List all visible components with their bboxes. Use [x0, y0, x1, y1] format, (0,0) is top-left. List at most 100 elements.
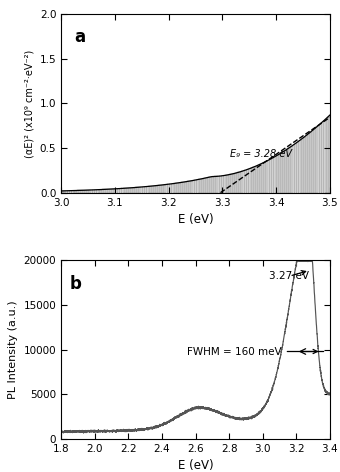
Bar — [198, 179, 200, 193]
Bar — [79, 190, 81, 193]
Bar — [162, 185, 164, 193]
Bar — [189, 181, 191, 193]
Bar — [312, 130, 314, 193]
Bar — [317, 126, 318, 193]
Bar — [85, 190, 87, 193]
Y-axis label: (αE)² (x10⁹ cm⁻²·eV⁻²): (αE)² (x10⁹ cm⁻²·eV⁻²) — [24, 49, 34, 158]
Bar — [156, 185, 158, 193]
Bar — [141, 187, 143, 193]
Bar — [106, 189, 108, 193]
Bar — [329, 115, 331, 193]
Bar — [221, 176, 222, 193]
Bar — [195, 180, 198, 193]
Bar — [65, 191, 66, 193]
Bar — [104, 189, 106, 193]
Bar — [150, 186, 152, 193]
Bar — [179, 183, 181, 193]
Bar — [277, 155, 278, 193]
Bar — [237, 172, 239, 193]
Bar — [165, 185, 166, 193]
Bar — [235, 173, 237, 193]
Bar — [100, 190, 102, 193]
Bar — [81, 190, 83, 193]
Bar — [117, 189, 118, 193]
Bar — [254, 167, 256, 193]
Bar — [63, 191, 64, 193]
Bar — [300, 140, 302, 193]
Bar — [75, 191, 76, 193]
Bar — [102, 189, 104, 193]
Bar — [137, 187, 139, 193]
Bar — [185, 182, 187, 193]
Bar — [160, 185, 162, 193]
Bar — [208, 177, 210, 193]
Bar — [113, 189, 114, 193]
Text: a: a — [74, 28, 86, 46]
Bar — [229, 175, 231, 193]
Bar — [225, 175, 226, 193]
Bar — [67, 191, 68, 193]
Bar — [108, 189, 110, 193]
Bar — [143, 187, 146, 193]
Bar — [77, 191, 79, 193]
Bar — [146, 186, 148, 193]
Bar — [227, 175, 229, 193]
Text: E₉ = 3.28 eV: E₉ = 3.28 eV — [231, 149, 292, 159]
Text: FWHM = 160 meV: FWHM = 160 meV — [187, 346, 317, 356]
Bar — [293, 144, 295, 193]
Bar — [260, 164, 262, 193]
Bar — [125, 188, 126, 193]
Bar — [323, 121, 324, 193]
Bar — [60, 191, 62, 193]
Bar — [200, 179, 202, 193]
Bar — [295, 143, 298, 193]
Bar — [283, 151, 285, 193]
Bar — [223, 176, 224, 193]
Bar — [243, 170, 245, 193]
Bar — [135, 187, 137, 193]
Bar — [212, 177, 214, 193]
Bar — [252, 168, 254, 193]
Bar — [131, 188, 133, 193]
Bar — [239, 172, 241, 193]
Bar — [181, 182, 183, 193]
Bar — [83, 190, 85, 193]
Bar — [302, 138, 304, 193]
Bar — [98, 190, 100, 193]
Bar — [94, 190, 96, 193]
Bar — [133, 187, 135, 193]
Bar — [298, 141, 300, 193]
Bar — [96, 190, 98, 193]
Bar — [245, 170, 248, 193]
Bar — [127, 188, 129, 193]
Bar — [287, 149, 289, 193]
Bar — [310, 132, 312, 193]
Bar — [289, 147, 291, 193]
Bar — [129, 188, 131, 193]
Bar — [121, 188, 122, 193]
Bar — [191, 181, 193, 193]
Bar — [152, 186, 154, 193]
Bar — [158, 185, 160, 193]
Bar — [241, 171, 243, 193]
Bar — [271, 159, 272, 193]
Bar — [325, 119, 326, 193]
X-axis label: E (eV): E (eV) — [178, 213, 213, 226]
Bar — [115, 189, 116, 193]
X-axis label: E (eV): E (eV) — [178, 459, 213, 472]
Bar — [171, 184, 172, 193]
Bar — [206, 177, 208, 193]
Bar — [291, 146, 293, 193]
Bar — [139, 187, 141, 193]
Text: 3.27 eV: 3.27 eV — [269, 270, 309, 281]
Bar — [69, 191, 70, 193]
Bar — [279, 154, 281, 193]
Bar — [281, 152, 283, 193]
Bar — [204, 178, 206, 193]
Bar — [110, 189, 112, 193]
Bar — [148, 186, 150, 193]
Bar — [173, 184, 174, 193]
Bar — [319, 125, 320, 193]
Bar — [321, 123, 322, 193]
Bar — [273, 157, 274, 193]
